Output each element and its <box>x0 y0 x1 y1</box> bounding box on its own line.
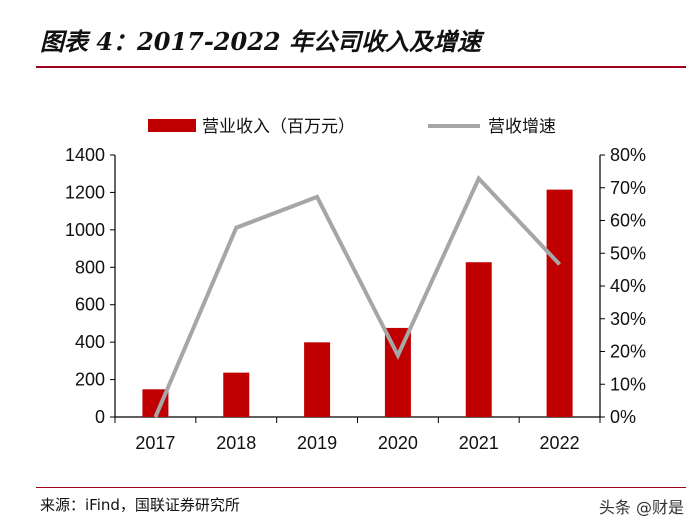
bar-2021 <box>465 262 492 417</box>
chart-title: 图表 4：2017-2022 年公司收入及增速 <box>40 27 481 56</box>
left-tick-label: 800 <box>75 257 105 277</box>
right-tick-label: 80% <box>610 145 646 165</box>
right-tick-label: 30% <box>610 309 646 329</box>
left-tick-label: 0 <box>95 407 105 427</box>
left-tick-label: 1400 <box>65 145 105 165</box>
title-divider <box>36 66 686 68</box>
left-tick-label: 600 <box>75 295 105 315</box>
legend-label-line: 营收增速 <box>488 117 556 136</box>
right-tick-label: 50% <box>610 243 646 263</box>
bar-2022 <box>546 189 573 417</box>
bar-2019 <box>304 342 331 417</box>
x-tick-label: 2022 <box>540 433 580 453</box>
legend: 营业收入（百万元） 营收增速 <box>148 117 556 136</box>
right-tick-label: 0% <box>610 407 636 427</box>
left-tick-label: 200 <box>75 370 105 390</box>
x-tick-label: 2020 <box>378 433 418 453</box>
legend-swatch-bar <box>148 119 196 132</box>
left-tick-label: 400 <box>75 332 105 352</box>
right-tick-label: 70% <box>610 178 646 198</box>
chart: 营业收入（百万元） 营收增速 0 200 400 600 800 1000 1200 1400… <box>65 117 646 453</box>
right-tick-label: 40% <box>610 276 646 296</box>
x-tick-label: 2019 <box>297 433 337 453</box>
watermark: 头条 @财是 <box>598 498 684 517</box>
x-tick-label: 2018 <box>216 433 256 453</box>
left-tick-label: 1200 <box>65 182 105 202</box>
x-tick-label: 2021 <box>459 433 499 453</box>
growth-line <box>153 175 562 418</box>
x-tick-label: 2017 <box>135 433 175 453</box>
legend-label-bar: 营业收入（百万元） <box>202 117 355 136</box>
source-note: 来源：iFind，国联证券研究所 <box>40 496 240 514</box>
right-tick-label: 20% <box>610 342 646 362</box>
left-tick-label: 1000 <box>65 220 105 240</box>
bar-2018 <box>223 372 250 417</box>
right-tick-label: 10% <box>610 374 646 394</box>
footer-divider <box>36 487 686 488</box>
right-tick-label: 60% <box>610 211 646 231</box>
